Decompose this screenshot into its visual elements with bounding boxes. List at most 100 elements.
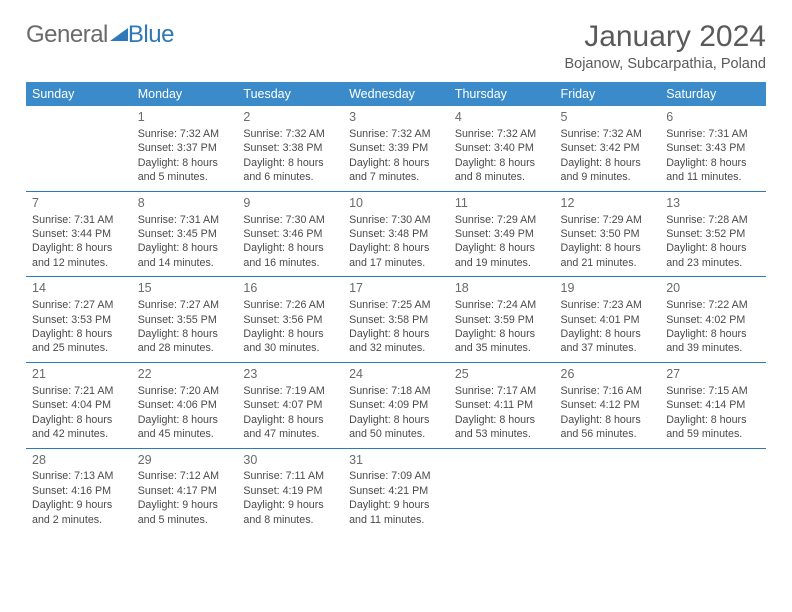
daylight-text: Daylight: 8 hours and 5 minutes. [138, 156, 232, 185]
sunrise-text: Sunrise: 7:32 AM [455, 127, 549, 141]
daylight-text: Daylight: 8 hours and 53 minutes. [455, 413, 549, 442]
day-number: 4 [455, 109, 549, 126]
day-number: 8 [138, 195, 232, 212]
day-number: 7 [32, 195, 126, 212]
calendar-cell: 12Sunrise: 7:29 AMSunset: 3:50 PMDayligh… [555, 191, 661, 277]
sunrise-text: Sunrise: 7:24 AM [455, 298, 549, 312]
sunrise-text: Sunrise: 7:16 AM [561, 384, 655, 398]
sunset-text: Sunset: 3:39 PM [349, 141, 443, 155]
daylight-text: Daylight: 9 hours and 8 minutes. [243, 498, 337, 527]
calendar-cell: 25Sunrise: 7:17 AMSunset: 4:11 PMDayligh… [449, 362, 555, 448]
sunrise-text: Sunrise: 7:20 AM [138, 384, 232, 398]
day-number: 23 [243, 366, 337, 383]
sunrise-text: Sunrise: 7:23 AM [561, 298, 655, 312]
daylight-text: Daylight: 8 hours and 25 minutes. [32, 327, 126, 356]
day-number: 25 [455, 366, 549, 383]
day-number: 1 [138, 109, 232, 126]
sunset-text: Sunset: 3:43 PM [666, 141, 760, 155]
daylight-text: Daylight: 9 hours and 2 minutes. [32, 498, 126, 527]
calendar-body: 1Sunrise: 7:32 AMSunset: 3:37 PMDaylight… [26, 106, 766, 533]
calendar-cell: 26Sunrise: 7:16 AMSunset: 4:12 PMDayligh… [555, 362, 661, 448]
calendar-cell: 17Sunrise: 7:25 AMSunset: 3:58 PMDayligh… [343, 277, 449, 363]
day-number: 28 [32, 452, 126, 469]
calendar-table: Sunday Monday Tuesday Wednesday Thursday… [26, 82, 766, 533]
sunrise-text: Sunrise: 7:19 AM [243, 384, 337, 398]
calendar-cell: 27Sunrise: 7:15 AMSunset: 4:14 PMDayligh… [660, 362, 766, 448]
sunrise-text: Sunrise: 7:09 AM [349, 469, 443, 483]
sunrise-text: Sunrise: 7:32 AM [561, 127, 655, 141]
daylight-text: Daylight: 8 hours and 28 minutes. [138, 327, 232, 356]
title-block: January 2024 Bojanow, Subcarpathia, Pola… [564, 20, 766, 72]
sunset-text: Sunset: 3:46 PM [243, 227, 337, 241]
sunrise-text: Sunrise: 7:22 AM [666, 298, 760, 312]
daylight-text: Daylight: 8 hours and 23 minutes. [666, 241, 760, 270]
daylight-text: Daylight: 8 hours and 7 minutes. [349, 156, 443, 185]
day-number: 30 [243, 452, 337, 469]
sunrise-text: Sunrise: 7:32 AM [243, 127, 337, 141]
sunset-text: Sunset: 3:42 PM [561, 141, 655, 155]
calendar-cell: 18Sunrise: 7:24 AMSunset: 3:59 PMDayligh… [449, 277, 555, 363]
sunset-text: Sunset: 3:56 PM [243, 313, 337, 327]
calendar-cell: 6Sunrise: 7:31 AMSunset: 3:43 PMDaylight… [660, 106, 766, 191]
calendar-cell: 24Sunrise: 7:18 AMSunset: 4:09 PMDayligh… [343, 362, 449, 448]
calendar-cell [449, 448, 555, 533]
sunset-text: Sunset: 4:06 PM [138, 398, 232, 412]
daylight-text: Daylight: 8 hours and 19 minutes. [455, 241, 549, 270]
sunrise-text: Sunrise: 7:32 AM [138, 127, 232, 141]
sunrise-text: Sunrise: 7:29 AM [561, 213, 655, 227]
sunrise-text: Sunrise: 7:28 AM [666, 213, 760, 227]
calendar-cell: 31Sunrise: 7:09 AMSunset: 4:21 PMDayligh… [343, 448, 449, 533]
day-number: 19 [561, 280, 655, 297]
calendar-cell: 20Sunrise: 7:22 AMSunset: 4:02 PMDayligh… [660, 277, 766, 363]
sunset-text: Sunset: 4:07 PM [243, 398, 337, 412]
sunset-text: Sunset: 4:02 PM [666, 313, 760, 327]
calendar-row: 21Sunrise: 7:21 AMSunset: 4:04 PMDayligh… [26, 362, 766, 448]
daylight-text: Daylight: 8 hours and 14 minutes. [138, 241, 232, 270]
sunrise-text: Sunrise: 7:31 AM [32, 213, 126, 227]
weekday-header: Thursday [449, 82, 555, 106]
sunset-text: Sunset: 3:44 PM [32, 227, 126, 241]
calendar-cell: 1Sunrise: 7:32 AMSunset: 3:37 PMDaylight… [132, 106, 238, 191]
sunrise-text: Sunrise: 7:32 AM [349, 127, 443, 141]
calendar-cell: 29Sunrise: 7:12 AMSunset: 4:17 PMDayligh… [132, 448, 238, 533]
sunset-text: Sunset: 3:59 PM [455, 313, 549, 327]
calendar-cell: 4Sunrise: 7:32 AMSunset: 3:40 PMDaylight… [449, 106, 555, 191]
sunset-text: Sunset: 4:01 PM [561, 313, 655, 327]
day-number: 17 [349, 280, 443, 297]
calendar-cell: 30Sunrise: 7:11 AMSunset: 4:19 PMDayligh… [237, 448, 343, 533]
calendar-cell: 21Sunrise: 7:21 AMSunset: 4:04 PMDayligh… [26, 362, 132, 448]
sunset-text: Sunset: 4:14 PM [666, 398, 760, 412]
day-number: 24 [349, 366, 443, 383]
calendar-cell: 11Sunrise: 7:29 AMSunset: 3:49 PMDayligh… [449, 191, 555, 277]
day-number: 15 [138, 280, 232, 297]
sunrise-text: Sunrise: 7:17 AM [455, 384, 549, 398]
location-text: Bojanow, Subcarpathia, Poland [564, 56, 766, 72]
sunset-text: Sunset: 3:58 PM [349, 313, 443, 327]
calendar-cell: 22Sunrise: 7:20 AMSunset: 4:06 PMDayligh… [132, 362, 238, 448]
sunset-text: Sunset: 4:04 PM [32, 398, 126, 412]
weekday-header: Saturday [660, 82, 766, 106]
weekday-header: Friday [555, 82, 661, 106]
weekday-header-row: Sunday Monday Tuesday Wednesday Thursday… [26, 82, 766, 106]
daylight-text: Daylight: 8 hours and 42 minutes. [32, 413, 126, 442]
sunset-text: Sunset: 3:50 PM [561, 227, 655, 241]
day-number: 26 [561, 366, 655, 383]
calendar-cell: 28Sunrise: 7:13 AMSunset: 4:16 PMDayligh… [26, 448, 132, 533]
calendar-cell: 23Sunrise: 7:19 AMSunset: 4:07 PMDayligh… [237, 362, 343, 448]
calendar-cell: 14Sunrise: 7:27 AMSunset: 3:53 PMDayligh… [26, 277, 132, 363]
sunset-text: Sunset: 4:19 PM [243, 484, 337, 498]
calendar-row: 28Sunrise: 7:13 AMSunset: 4:16 PMDayligh… [26, 448, 766, 533]
daylight-text: Daylight: 8 hours and 47 minutes. [243, 413, 337, 442]
daylight-text: Daylight: 8 hours and 59 minutes. [666, 413, 760, 442]
calendar-cell: 8Sunrise: 7:31 AMSunset: 3:45 PMDaylight… [132, 191, 238, 277]
daylight-text: Daylight: 8 hours and 32 minutes. [349, 327, 443, 356]
day-number: 20 [666, 280, 760, 297]
calendar-cell: 7Sunrise: 7:31 AMSunset: 3:44 PMDaylight… [26, 191, 132, 277]
day-number: 5 [561, 109, 655, 126]
logo-text-blue: Blue [128, 21, 174, 49]
day-number: 27 [666, 366, 760, 383]
sunrise-text: Sunrise: 7:12 AM [138, 469, 232, 483]
sunrise-text: Sunrise: 7:29 AM [455, 213, 549, 227]
calendar-cell: 5Sunrise: 7:32 AMSunset: 3:42 PMDaylight… [555, 106, 661, 191]
daylight-text: Daylight: 8 hours and 16 minutes. [243, 241, 337, 270]
